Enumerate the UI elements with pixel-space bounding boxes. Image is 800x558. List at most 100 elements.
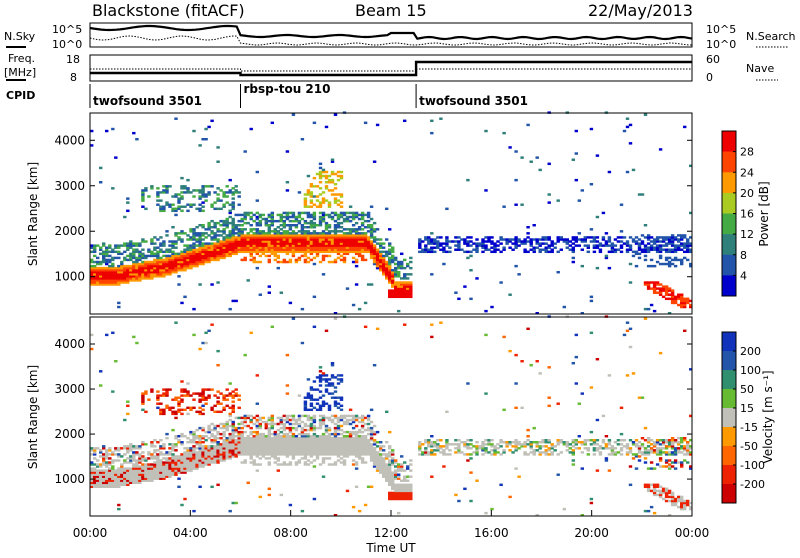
heatmap-cell: [355, 265, 358, 267]
heatmap-cell: [445, 411, 448, 413]
heatmap-cell: [292, 114, 295, 116]
heatmap-cell: [129, 273, 132, 275]
heatmap-cell: [150, 453, 153, 455]
heatmap-cell: [442, 451, 445, 453]
heatmap-cell: [683, 234, 686, 236]
heatmap-cell: [268, 423, 271, 425]
heatmap-cell: [406, 498, 409, 500]
heatmap-cell: [226, 247, 229, 249]
heatmap-cell: [337, 433, 340, 435]
heatmap-cell: [111, 451, 114, 453]
heatmap-cell: [192, 234, 195, 236]
heatmap-cell: [391, 281, 394, 283]
heatmap-cell: [578, 199, 581, 201]
heatmap-cell: [229, 204, 232, 206]
heatmap-cell: [210, 486, 213, 488]
heatmap-cell: [322, 191, 325, 193]
heatmap-cell: [99, 474, 102, 476]
heatmap-cell: [340, 201, 343, 203]
heatmap-cell: [514, 354, 517, 356]
heatmap-cell: [141, 249, 144, 251]
heatmap-cell: [216, 193, 219, 195]
heatmap-cell: [403, 281, 406, 283]
heatmap-cell: [183, 435, 186, 437]
heatmap-cell: [319, 390, 322, 392]
noise-right-label: N.Search: [746, 30, 796, 43]
heatmap-cell: [265, 232, 268, 234]
heatmap-cell: [295, 419, 298, 421]
heatmap-cell: [301, 228, 304, 230]
heatmap-cell: [322, 433, 325, 435]
heatmap-cell: [382, 251, 385, 253]
heatmap-cell: [307, 212, 310, 214]
heatmap-cell: [189, 439, 192, 441]
heatmap-cell: [575, 447, 578, 449]
heatmap-cell: [475, 451, 478, 453]
heatmap-cell: [189, 244, 192, 246]
heatmap-cell: [394, 459, 397, 461]
heatmap-cell: [361, 212, 364, 214]
heatmap-cell: [304, 220, 307, 222]
heatmap-cell: [310, 193, 313, 195]
heatmap-cell: [340, 171, 343, 173]
heatmap-cell: [210, 433, 213, 435]
heatmap-cell: [526, 124, 529, 126]
heatmap-cell: [310, 409, 313, 411]
heatmap-cell: [322, 234, 325, 236]
heatmap-cell: [397, 261, 400, 263]
heatmap-cell: [247, 242, 250, 244]
heatmap-cell: [542, 236, 545, 238]
heatmap-cell: [186, 407, 189, 409]
heatmap-cell: [201, 459, 204, 461]
heatmap-cell: [511, 242, 514, 244]
heatmap-cell: [307, 419, 310, 421]
heatmap-cell: [677, 234, 680, 236]
heatmap-cell: [174, 467, 177, 469]
heatmap-cell: [496, 249, 499, 251]
heatmap-cell: [180, 195, 183, 197]
heatmap-cell: [433, 251, 436, 253]
heatmap-cell: [620, 230, 623, 232]
heatmap-cell: [180, 504, 183, 506]
heatmap-cell: [542, 451, 545, 453]
heatmap-cell: [204, 199, 207, 201]
heatmap-cell: [533, 238, 536, 240]
heatmap-cell: [310, 247, 313, 249]
heatmap-cell: [93, 277, 96, 279]
heatmap-cell: [244, 437, 247, 439]
heatmap-cell: [343, 228, 346, 230]
heatmap-cell: [304, 197, 307, 199]
heatmap-cell: [117, 302, 120, 304]
heatmap-cell: [292, 251, 295, 253]
heatmap-cell: [304, 226, 307, 228]
heatmap-cell: [376, 459, 379, 461]
heatmap-cell: [331, 247, 334, 249]
heatmap-cell: [376, 261, 379, 263]
heatmap-cell: [165, 201, 168, 203]
heatmap-cell: [316, 185, 319, 187]
heatmap-cell: [117, 474, 120, 476]
heatmap-cell: [126, 461, 129, 463]
heatmap-cell: [322, 457, 325, 459]
heatmap-cell: [286, 150, 289, 152]
heatmap-cell: [90, 453, 93, 455]
heatmap-cell: [213, 242, 216, 244]
heatmap-cell: [183, 244, 186, 246]
heatmap-cell: [373, 431, 376, 433]
heatmap-cell: [114, 244, 117, 246]
heatmap-cell: [147, 474, 150, 476]
heatmap-cell: [123, 482, 126, 484]
heatmap-cell: [292, 435, 295, 437]
heatmap-cell: [268, 427, 271, 429]
heatmap-cell: [337, 242, 340, 244]
heatmap-cell: [99, 167, 102, 169]
heatmap-cell: [195, 411, 198, 413]
heatmap-cell: [316, 427, 319, 429]
heatmap-cell: [253, 228, 256, 230]
heatmap-cell: [286, 247, 289, 249]
heatmap-cell: [313, 399, 316, 401]
heatmap-cell: [90, 348, 93, 350]
heatmap-cell: [406, 490, 409, 492]
heatmap-cell: [244, 247, 247, 249]
heatmap-cell: [686, 247, 689, 249]
